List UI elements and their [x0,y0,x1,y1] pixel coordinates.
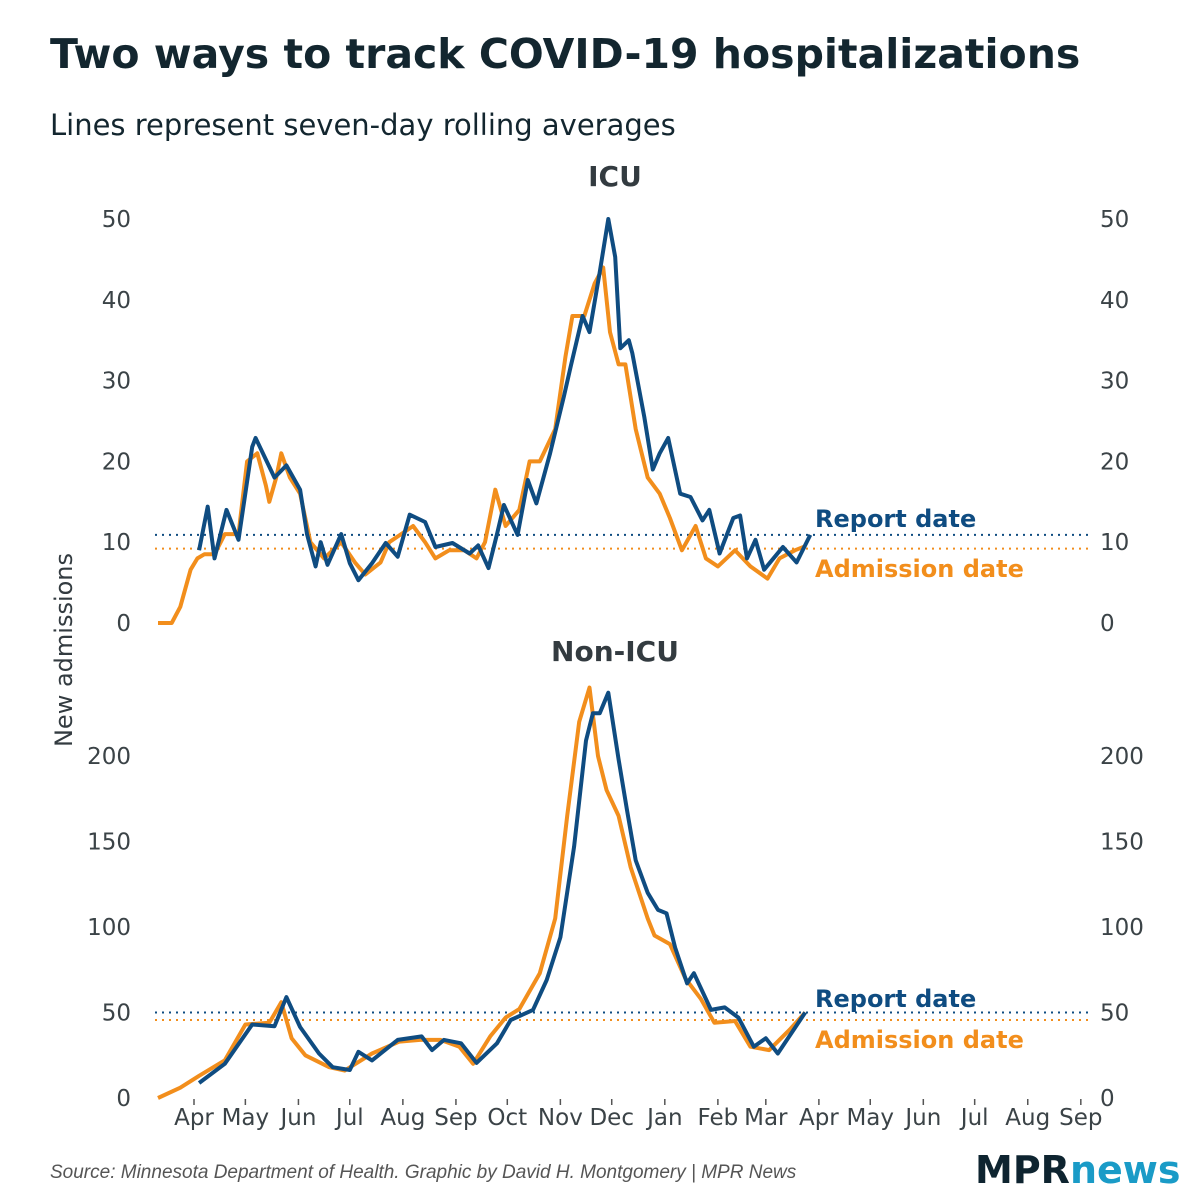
series-label-admission-date: Admission date [815,1026,1024,1054]
series-label-report-date: Report date [815,985,976,1013]
logo-news: news [1070,1148,1181,1192]
series-label-report-date: Report date [815,505,976,533]
y-tick-label-right: 0 [1100,1086,1115,1112]
y-tick-label-right: 200 [1100,744,1144,770]
y-axis-label: New admissions [50,553,78,747]
y-tick-label-left: 20 [102,449,131,475]
panels: ICU 0 0 10 10 20 20 30 30 40 40 50 50 Report date Admi… [87,160,1144,1131]
chart-title: Two ways to track COVID-19 hospitalizati… [50,30,1080,78]
series-line-admission-date [158,265,806,625]
x-tick-label: Sep [1059,1105,1102,1131]
source-note: Source: Minnesota Department of Health. … [50,1162,797,1183]
panel-non-icu: Non-ICU 0 0 50 50 100 100 150 150 200 200 Report da… [87,635,1144,1131]
series-line-admission-date [157,685,807,1100]
x-tick-label: Feb [698,1105,739,1131]
x-tick-label: May [222,1105,270,1131]
x-tick-label: Jun [903,1105,941,1131]
x-tick-label: Jun [278,1105,316,1131]
y-tick-label-left: 10 [102,530,131,556]
y-tick-label-left: 30 [102,369,131,395]
series-label-admission-date: Admission date [815,555,1024,583]
x-tick-label: May [846,1105,894,1131]
y-tick-label-left: 50 [102,1001,131,1027]
series-line-report-date [197,690,807,1085]
x-tick-label: Jul [959,1105,989,1131]
y-tick-label-right: 20 [1100,449,1129,475]
mpr-news-logo: MPRnews [975,1148,1181,1192]
y-tick-label-left: 40 [102,288,131,314]
y-tick-label-left: 100 [87,915,131,941]
series-line-report-date [197,217,813,583]
x-tick-label: Sep [434,1105,477,1131]
x-tick-label: Dec [589,1105,634,1131]
x-tick-label: Jul [334,1105,364,1131]
y-tick-label-right: 30 [1100,369,1129,395]
chart-subtitle: Lines represent seven-day rolling averag… [50,108,676,142]
y-tick-label-left: 50 [102,207,131,233]
y-tick-label-left: 0 [116,611,131,637]
x-tick-label: Apr [799,1105,839,1131]
x-tick-label: Aug [380,1105,425,1131]
y-tick-label-right: 150 [1100,830,1144,856]
y-tick-label-right: 40 [1100,288,1129,314]
x-tick-label: Jan [645,1105,682,1131]
y-tick-label-left: 200 [87,744,131,770]
logo-mpr: MPR [975,1148,1070,1192]
y-tick-label-right: 50 [1100,1001,1129,1027]
y-tick-label-right: 10 [1100,530,1129,556]
x-tick-label: Aug [1005,1105,1050,1131]
panel-title: ICU [588,160,642,193]
y-tick-label-left: 150 [87,830,131,856]
x-tick-label: Mar [744,1105,788,1131]
y-tick-label-right: 0 [1100,611,1115,637]
panel-icu: ICU 0 0 10 10 20 20 30 30 40 40 50 50 Report date Admi… [102,160,1130,637]
y-tick-label-right: 50 [1100,207,1129,233]
x-tick-label: Oct [487,1105,527,1131]
y-tick-label-right: 100 [1100,915,1144,941]
x-tick-label: Nov [538,1105,583,1131]
x-tick-label: Apr [174,1105,214,1131]
y-tick-label-left: 0 [116,1086,131,1112]
panel-title: Non-ICU [551,635,679,668]
